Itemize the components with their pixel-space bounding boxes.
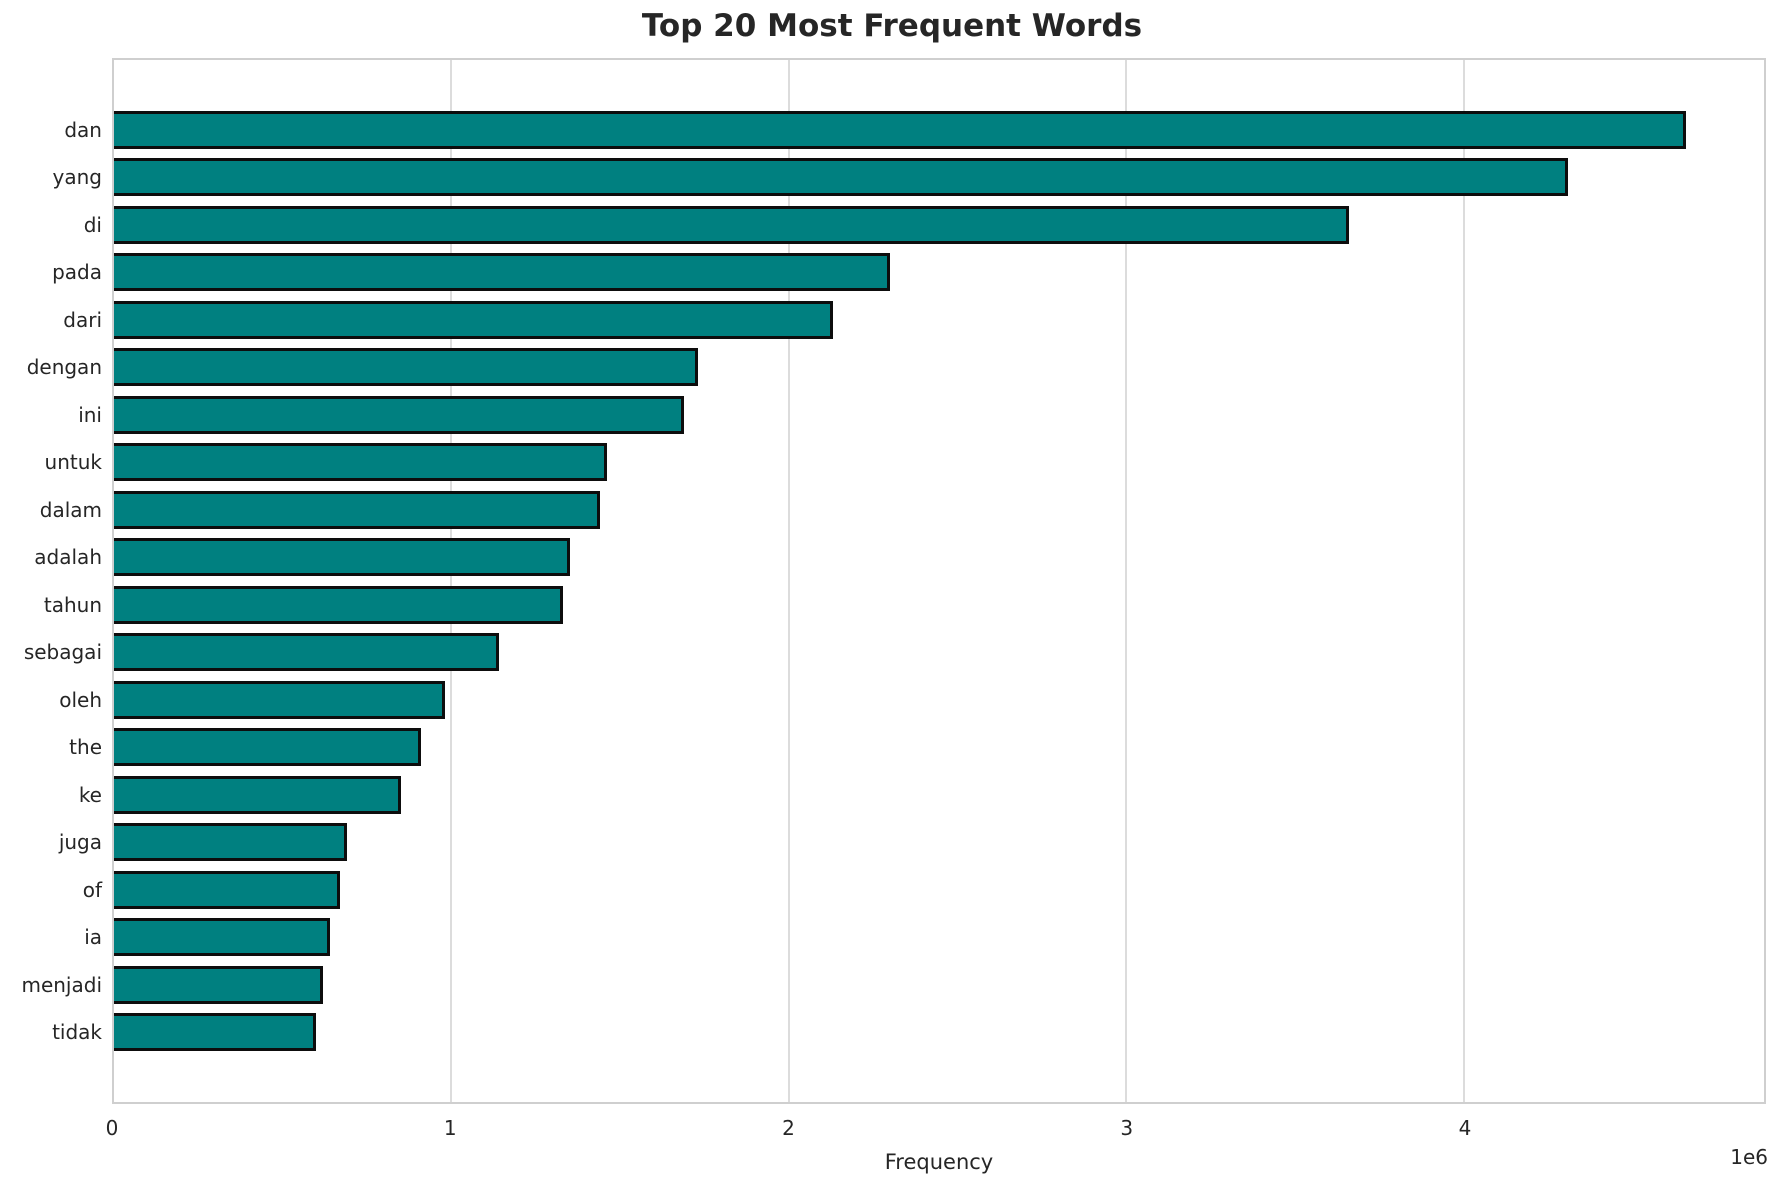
bar-row: adalah bbox=[34, 534, 1764, 582]
bar-row: yang bbox=[53, 154, 1764, 202]
bar-row: sebagai bbox=[24, 629, 1764, 677]
y-tick-label-dari: dari bbox=[63, 307, 102, 332]
bars: dan yang di pada dari dengan ini untuk dalam adal… bbox=[21, 60, 1764, 1102]
bar-row: dari bbox=[63, 296, 1764, 344]
gridline-4000000 bbox=[1462, 60, 1465, 1102]
bar-sebagai bbox=[114, 633, 499, 672]
bar-ia bbox=[114, 918, 330, 957]
chart-title: Top 20 Most Frequent Words bbox=[641, 8, 1143, 44]
bar-dari bbox=[114, 300, 833, 339]
bar-row: ini bbox=[78, 391, 1764, 439]
bar-untuk bbox=[114, 443, 607, 482]
bar-row: oleh bbox=[59, 676, 1764, 724]
bar-juga bbox=[114, 823, 347, 862]
x-axis-ticks: 0 1 2 3 4 bbox=[106, 1116, 1766, 1144]
x-tick-label-4: 4 bbox=[1458, 1116, 1472, 1140]
bar-row: of bbox=[83, 866, 1764, 914]
y-tick-label-sebagai: sebagai bbox=[23, 640, 102, 665]
bar-dan bbox=[114, 110, 1687, 149]
y-tick-label-oleh: oleh bbox=[59, 687, 102, 712]
bar-row: pada bbox=[52, 249, 1764, 297]
y-tick-label-untuk: untuk bbox=[44, 450, 102, 475]
bar-adalah bbox=[114, 538, 570, 577]
bar-of bbox=[114, 870, 341, 909]
bar-dalam bbox=[114, 490, 600, 529]
y-tick-label-dan: dan bbox=[64, 117, 102, 142]
y-tick-label-the: the bbox=[69, 735, 102, 760]
plot-area: dan yang di pada dari dengan ini untuk dalam adal… bbox=[21, 58, 1766, 1104]
bar-di bbox=[114, 205, 1349, 244]
bar-row: the bbox=[69, 724, 1764, 772]
y-tick-label-yang: yang bbox=[52, 165, 102, 190]
bar-row: di bbox=[84, 201, 1764, 249]
y-tick-label-tahun: tahun bbox=[43, 592, 102, 617]
bar-yang bbox=[114, 158, 1569, 197]
bar-row: juga bbox=[59, 819, 1764, 867]
y-tick-label-juga: juga bbox=[58, 830, 102, 855]
y-tick-label-dengan: dengan bbox=[26, 355, 102, 380]
bar-tahun bbox=[114, 585, 563, 624]
bar-row: dalam bbox=[40, 486, 1764, 534]
x-tick-label-0: 0 bbox=[105, 1116, 119, 1140]
y-tick-label-adalah: adalah bbox=[34, 545, 102, 570]
bar-oleh bbox=[114, 680, 445, 719]
x-axis-offset-label: 1e6 bbox=[1730, 1145, 1768, 1169]
bar-row: dan bbox=[64, 106, 1764, 154]
y-tick-label-di: di bbox=[83, 212, 102, 237]
y-tick-label-tidak: tidak bbox=[52, 1020, 102, 1045]
gridline-3000000 bbox=[1125, 60, 1128, 1102]
bar-row: ia bbox=[84, 914, 1764, 962]
y-tick-label-ini: ini bbox=[78, 402, 102, 427]
bar-dengan bbox=[114, 348, 698, 387]
bar-row: dengan bbox=[27, 344, 1764, 392]
y-tick-label-pada: pada bbox=[52, 260, 102, 285]
x-axis-label: Frequency bbox=[884, 1150, 994, 1174]
gridline-2000000 bbox=[787, 60, 790, 1102]
bar-row: tidak bbox=[52, 1009, 1764, 1057]
bar-ke bbox=[114, 775, 401, 814]
y-tick-label-of: of bbox=[82, 877, 102, 902]
bar-row: menjadi bbox=[21, 961, 1764, 1009]
bar-row: untuk bbox=[45, 439, 1764, 487]
x-tick-label-1: 1 bbox=[443, 1116, 457, 1140]
y-tick-label-dalam: dalam bbox=[39, 497, 102, 522]
y-tick-label-menjadi: menjadi bbox=[21, 972, 102, 997]
bar-pada bbox=[114, 253, 891, 292]
bar-the bbox=[114, 728, 422, 767]
y-tick-label-ke: ke bbox=[78, 782, 102, 807]
bar-row: tahun bbox=[44, 581, 1764, 629]
x-tick-label-3: 3 bbox=[1120, 1116, 1134, 1140]
y-tick-label-ia: ia bbox=[84, 925, 102, 950]
x-tick-label-2: 2 bbox=[782, 1116, 795, 1140]
bar-ini bbox=[114, 395, 685, 434]
bar-menjadi bbox=[114, 965, 324, 1004]
gridline-1000000 bbox=[450, 60, 453, 1102]
bar-row: ke bbox=[79, 771, 1764, 819]
bar-tidak bbox=[114, 1013, 317, 1052]
